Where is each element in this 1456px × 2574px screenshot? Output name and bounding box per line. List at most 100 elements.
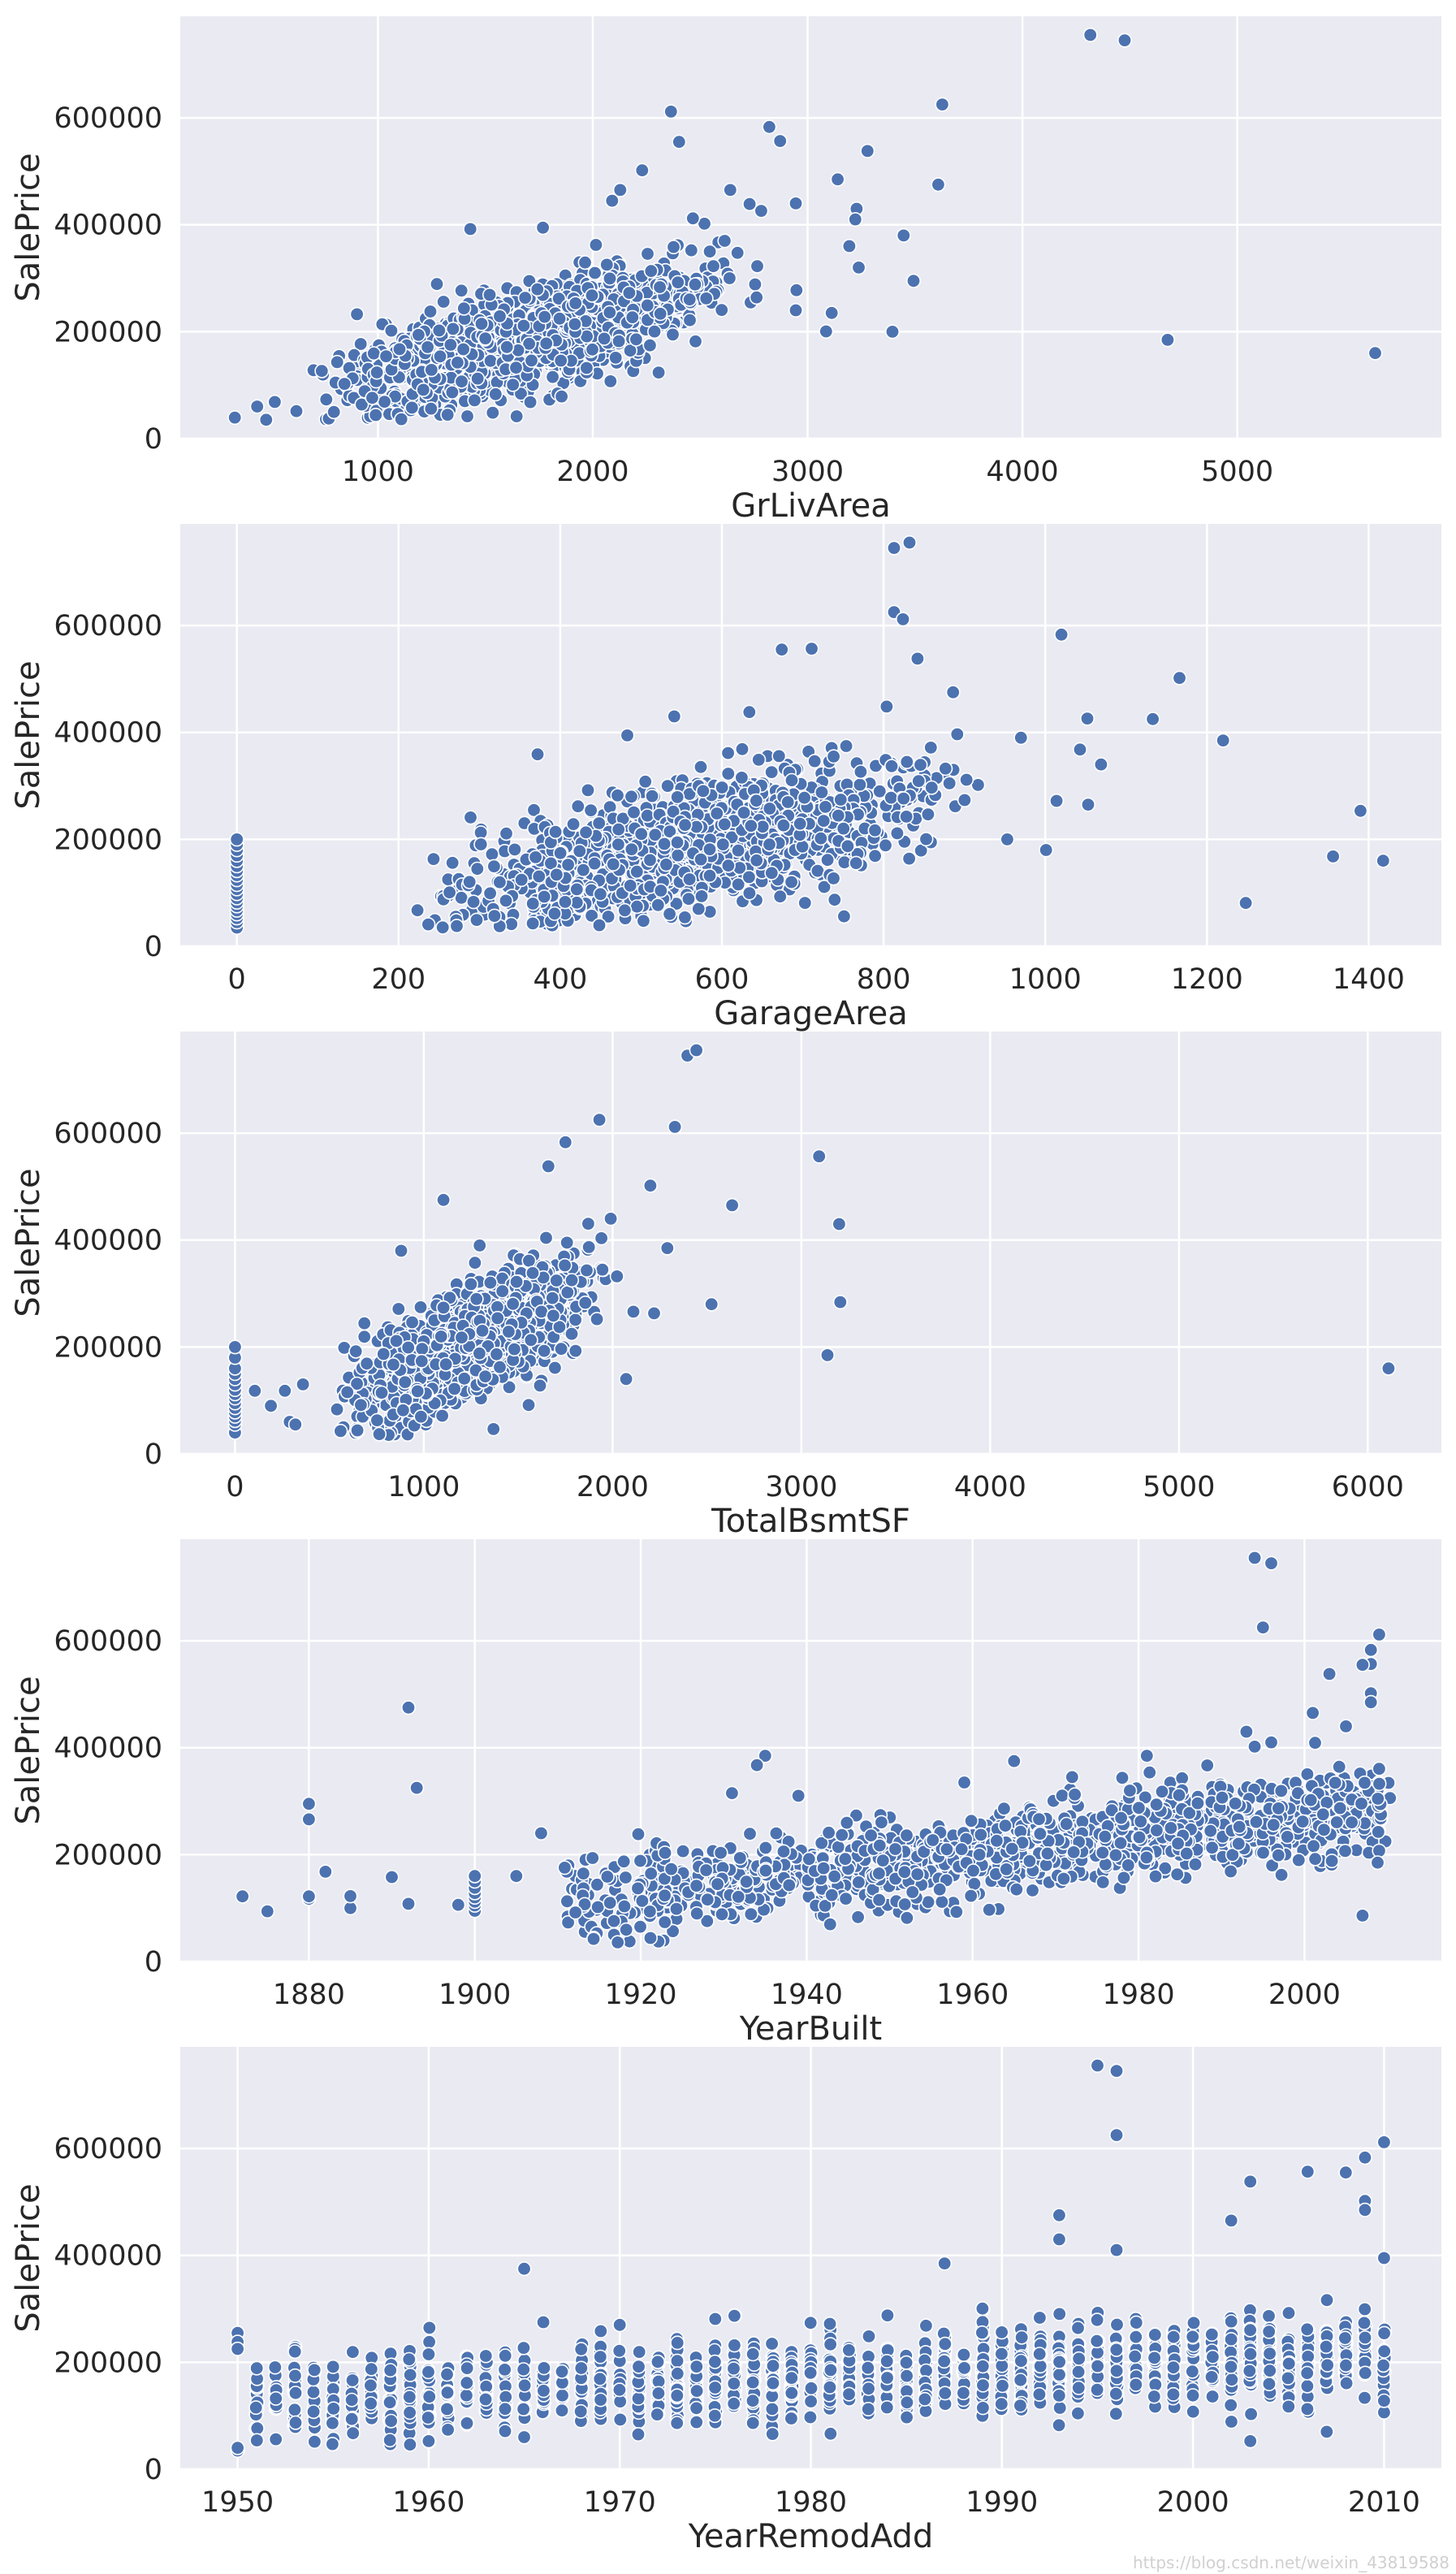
- chart-totalbsmtsf: 0 1000 2000 3000 4000 5000 6000020000040000060…: [10, 1032, 1441, 1540]
- data-point: [445, 855, 460, 871]
- data-point: [827, 892, 842, 907]
- data-point: [832, 1217, 847, 1232]
- x-tick-label: 1960: [936, 1979, 1009, 2011]
- data-point: [434, 1329, 449, 1344]
- data-point: [567, 317, 582, 332]
- data-point: [706, 258, 721, 274]
- data-point: [507, 1342, 522, 1357]
- data-point: [569, 881, 585, 897]
- data-point: [463, 221, 478, 236]
- data-point: [602, 305, 617, 320]
- data-point: [247, 1383, 262, 1399]
- data-point: [685, 210, 701, 226]
- data-point: [949, 726, 965, 742]
- data-point: [810, 863, 825, 879]
- x-tick-label: 4000: [954, 1471, 1026, 1503]
- data-point: [521, 1397, 536, 1412]
- data-point: [529, 746, 545, 762]
- data-point: [780, 794, 796, 810]
- y-tick-label: 200000: [54, 824, 162, 856]
- data-point: [249, 399, 265, 414]
- data-point: [1093, 757, 1108, 772]
- data-point: [848, 212, 863, 227]
- data-point: [1142, 1765, 1157, 1780]
- data-point: [691, 902, 706, 917]
- data-point: [1174, 1771, 1190, 1786]
- data-point: [499, 340, 515, 355]
- data-point: [472, 1346, 487, 1361]
- x-tick-label: 6000: [1332, 1471, 1404, 1503]
- data-point: [469, 1291, 484, 1307]
- data-point: [1307, 1735, 1323, 1750]
- data-point: [463, 1277, 478, 1292]
- x-tick-label: 1980: [1103, 1979, 1175, 2011]
- y-tick-label: 600000: [54, 102, 162, 135]
- data-point: [601, 909, 616, 924]
- x-tick-label: 400: [533, 963, 587, 996]
- data-point: [621, 285, 637, 301]
- data-point: [996, 1801, 1012, 1816]
- data-point: [1055, 1788, 1070, 1803]
- data-point: [410, 1383, 426, 1399]
- data-point: [356, 1329, 372, 1344]
- data-point: [545, 370, 560, 385]
- data-point: [594, 1262, 610, 1278]
- plot-area-garagearea: [180, 524, 1441, 946]
- data-point: [472, 1238, 487, 1253]
- data-point: [333, 1423, 348, 1438]
- data-point: [287, 1417, 303, 1432]
- data-point: [477, 1369, 493, 1384]
- data-point: [807, 754, 823, 769]
- data-point: [1115, 1770, 1130, 1785]
- data-point: [737, 805, 752, 820]
- data-point: [920, 807, 935, 822]
- data-point: [764, 865, 780, 880]
- data-point: [474, 1323, 490, 1339]
- data-point: [492, 309, 508, 324]
- data-point: [899, 754, 914, 769]
- data-point: [521, 336, 537, 352]
- data-point: [1117, 32, 1133, 48]
- data-point: [717, 233, 732, 249]
- data-point: [709, 806, 724, 821]
- data-point: [483, 353, 499, 369]
- data-point: [490, 1310, 505, 1326]
- data-point: [599, 257, 615, 272]
- data-point: [668, 1119, 683, 1135]
- data-point: [456, 301, 472, 316]
- data-point: [669, 835, 685, 850]
- data-point: [623, 343, 638, 358]
- data-point: [423, 401, 439, 417]
- data-point: [839, 738, 854, 754]
- y-axis-label: SalePrice: [10, 1168, 47, 1317]
- data-point: [797, 895, 813, 911]
- data-point: [819, 323, 834, 339]
- data-point: [659, 1240, 675, 1256]
- data-point: [702, 841, 717, 857]
- data-point: [1380, 1361, 1396, 1376]
- data-point: [505, 1296, 521, 1312]
- data-point: [549, 1273, 564, 1288]
- data-point: [602, 270, 617, 286]
- data-point: [867, 823, 883, 838]
- data-point: [653, 306, 668, 322]
- y-tick-label: 400000: [54, 210, 162, 242]
- data-point: [734, 742, 750, 757]
- x-tick-label: 1920: [605, 1979, 677, 2011]
- data-point: [623, 878, 638, 893]
- data-point: [885, 324, 901, 340]
- data-point: [593, 886, 608, 902]
- data-point: [592, 1112, 607, 1127]
- data-point: [485, 405, 500, 421]
- data-point: [849, 855, 864, 871]
- data-point: [456, 1371, 472, 1386]
- data-point: [935, 97, 950, 112]
- data-point: [547, 906, 562, 921]
- data-point: [879, 699, 894, 714]
- x-tick-label: 1400: [1333, 963, 1405, 996]
- x-tick-label: 4000: [987, 456, 1059, 488]
- data-point: [670, 790, 685, 805]
- data-point: [529, 282, 545, 297]
- data-point: [1353, 803, 1368, 819]
- data-point: [1332, 1759, 1347, 1775]
